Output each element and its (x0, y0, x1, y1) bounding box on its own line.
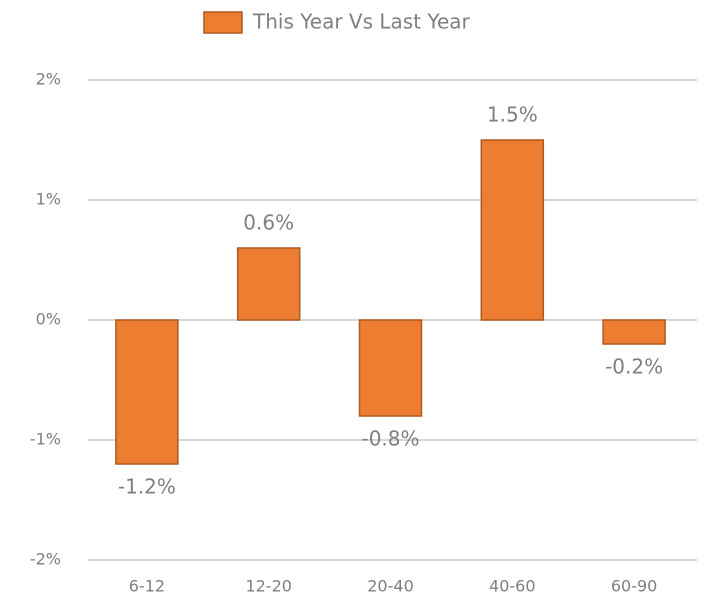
x-tick-label: 40-60 (489, 577, 536, 596)
bar (236, 247, 301, 321)
data-label: 1.5% (487, 103, 538, 127)
y-tick-label: -1% (30, 430, 61, 449)
y-tick-label: 0% (36, 310, 61, 329)
x-tick-label: 20-40 (367, 577, 414, 596)
y-tick-label: 1% (36, 190, 61, 209)
bar (602, 319, 666, 345)
data-label: 0.6% (243, 211, 294, 235)
x-tick-label: 12-20 (245, 577, 292, 596)
x-tick-label: 6-12 (129, 577, 165, 596)
data-label: -0.8% (361, 427, 419, 451)
legend-swatch (203, 11, 243, 34)
data-label: -0.2% (605, 355, 663, 379)
bar (480, 139, 545, 321)
y-tick-label: -2% (30, 550, 61, 569)
data-label: -1.2% (118, 475, 176, 499)
bar (115, 319, 179, 465)
legend-label: This Year Vs Last Year (252, 10, 471, 34)
x-tick-label: 60-90 (611, 577, 658, 596)
y-tick-label: 2% (36, 70, 61, 89)
bar (358, 319, 423, 417)
